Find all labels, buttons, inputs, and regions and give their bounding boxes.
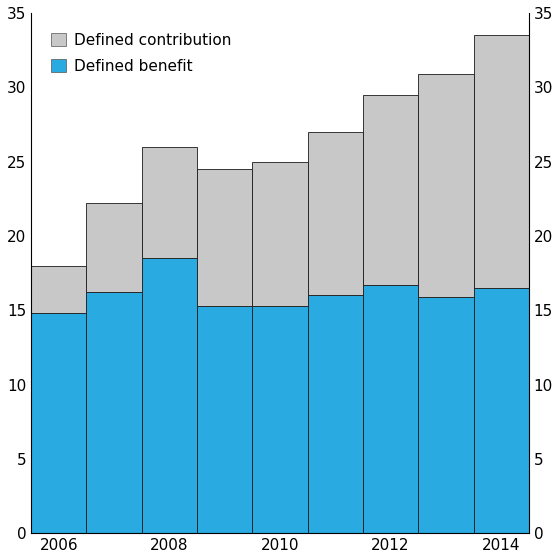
Bar bbox=[474, 35, 529, 288]
Bar bbox=[418, 297, 474, 533]
Bar bbox=[474, 288, 529, 533]
Bar bbox=[142, 147, 197, 258]
Bar bbox=[142, 258, 197, 533]
Bar bbox=[31, 265, 86, 313]
Bar bbox=[307, 295, 363, 533]
Bar bbox=[197, 169, 253, 306]
Bar bbox=[253, 306, 307, 533]
Bar bbox=[363, 285, 418, 533]
Bar bbox=[418, 74, 474, 297]
Bar bbox=[253, 162, 307, 306]
Bar bbox=[307, 132, 363, 295]
Bar bbox=[86, 203, 142, 292]
Bar bbox=[31, 313, 86, 533]
Bar bbox=[197, 306, 253, 533]
Bar bbox=[363, 95, 418, 285]
Bar bbox=[86, 292, 142, 533]
Legend: Defined contribution, Defined benefit: Defined contribution, Defined benefit bbox=[39, 21, 244, 86]
